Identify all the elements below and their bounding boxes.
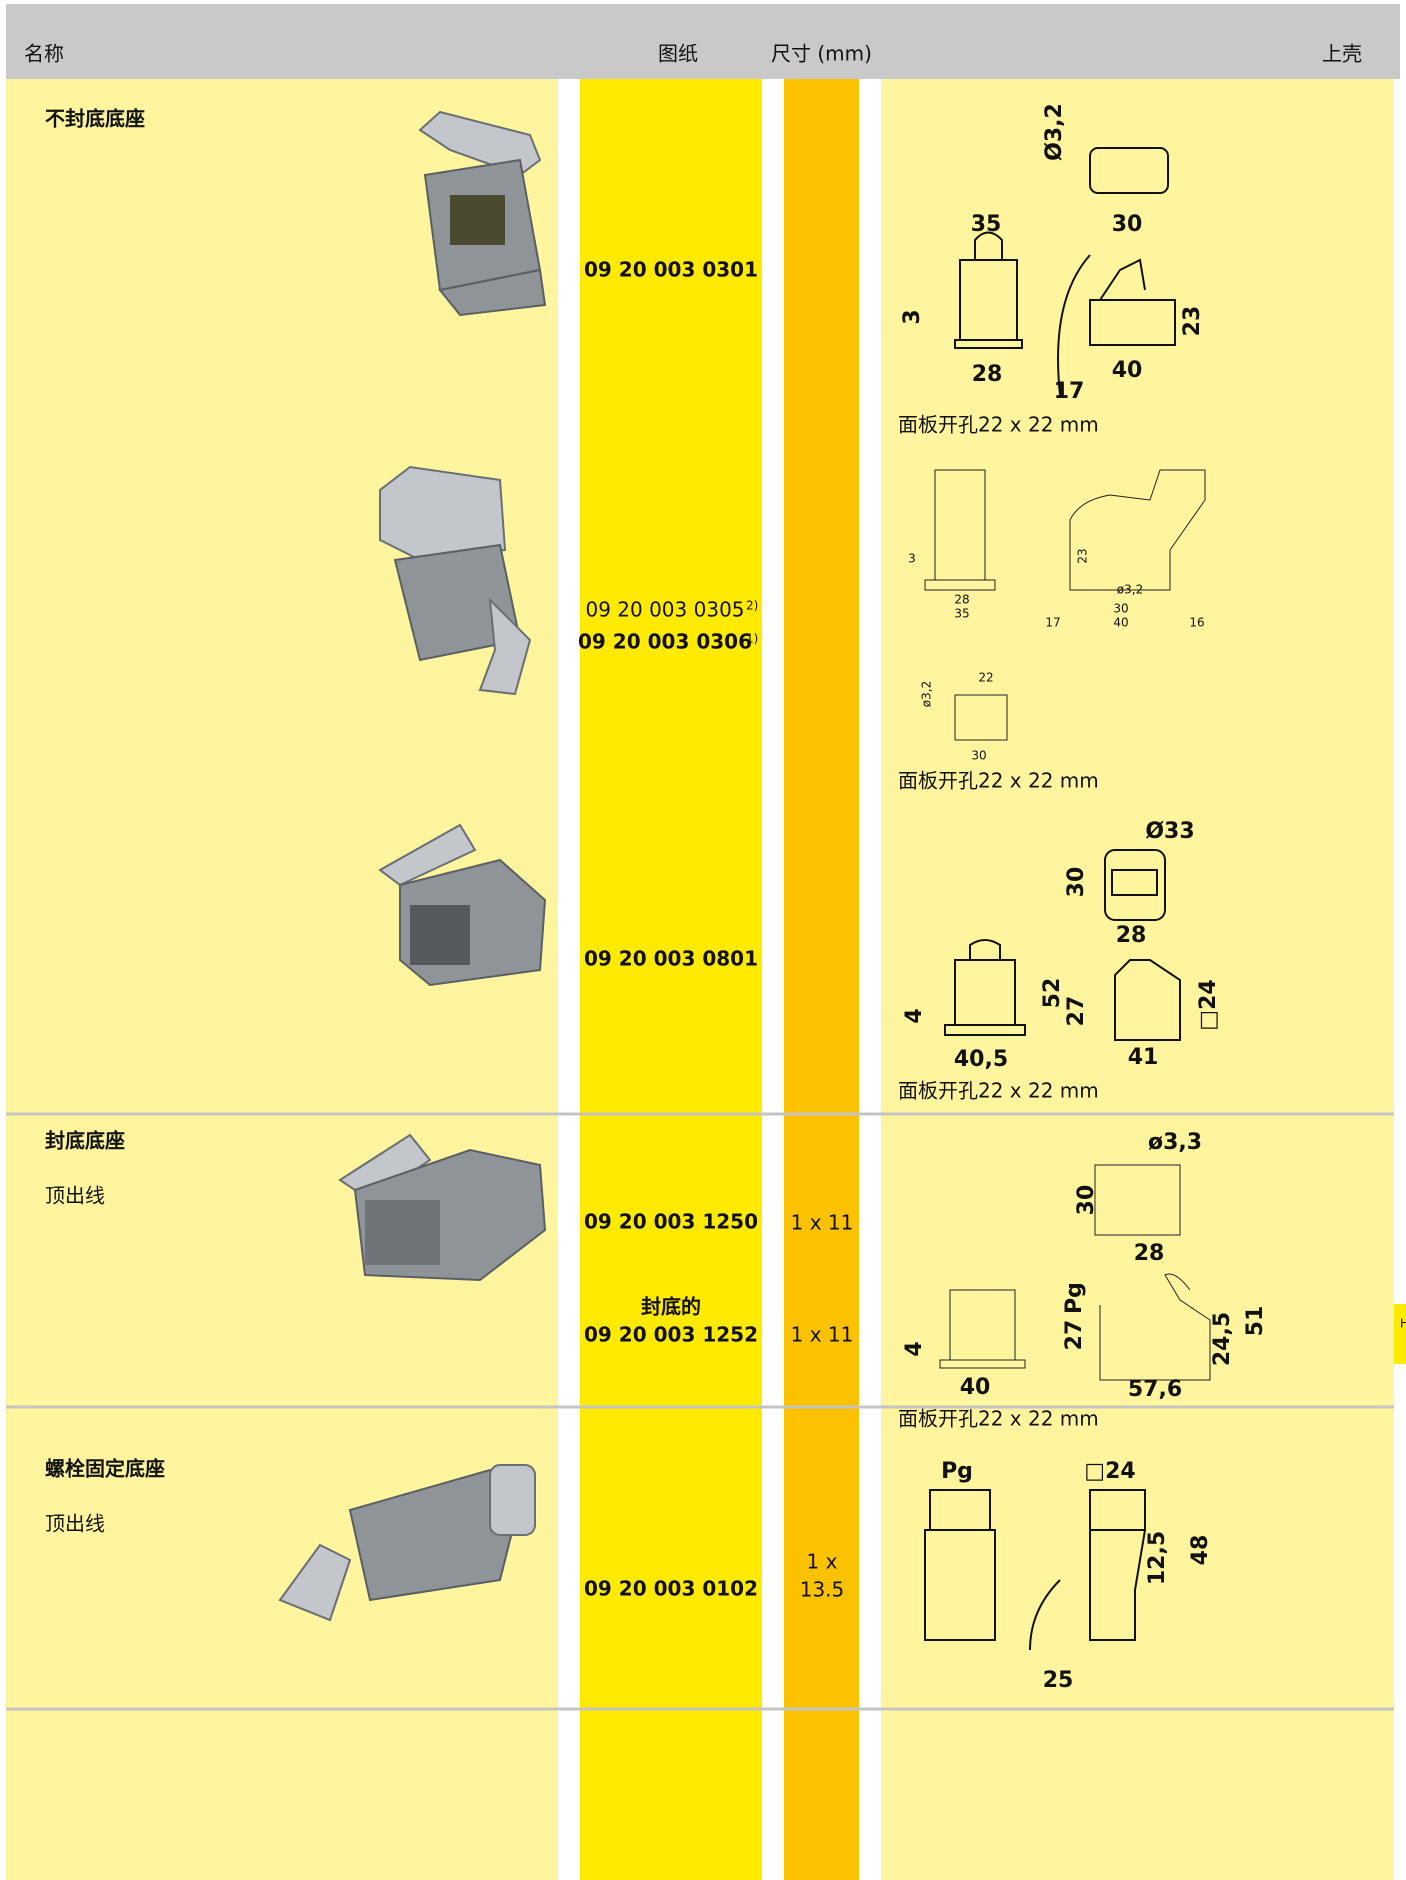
dimension-label: 4 [902,1341,927,1356]
header-band [6,4,1400,79]
product-photo [418,110,547,317]
cable-size: 1 x 11 [791,1211,854,1235]
part-number: 09 20 003 1252 [584,1323,758,1347]
dimension-label: 28 [954,593,969,607]
section-title: 不封底底座 [45,107,145,131]
dimension-label: 12,5 [1145,1531,1170,1585]
dimension-label: 35 [954,607,969,621]
dimension-label: 30 [1074,1185,1099,1216]
dimension-label: 30 [1064,867,1089,898]
dimension-label: 3 [900,309,925,324]
housing-column [881,79,1394,1880]
dimension-label: 27 [1062,1320,1087,1351]
cutout-note: 面板开孔22 x 22 mm [898,769,1099,793]
dimension-label: 35 [971,212,1002,237]
dimension-label: 40 [1112,358,1143,383]
dimension-drawing [944,849,1181,1041]
dimension-label: 24,5 [1210,1312,1235,1366]
header-name: 名称 [24,42,64,66]
dimension-label: 28 [1134,1241,1165,1266]
dimension-drawing [939,1164,1211,1381]
section-title: 封底底座 [45,1129,125,1153]
section-title: 螺栓固定底座 [45,1457,165,1481]
side-tab [1394,1304,1406,1364]
cable-size: 1 x 11 [791,1323,854,1347]
dimension-label: 16 [1189,616,1204,630]
dimension-label: □24 [1196,979,1221,1030]
dimension-label: 30 [1113,602,1128,616]
dimension-label: 28 [1116,923,1147,948]
part-caption: 封底的 [641,1295,701,1319]
dimension-label: 40,5 [954,1047,1008,1072]
dimension-label: 52 [1040,978,1065,1009]
dimension-label: Pg [1062,1282,1087,1314]
dimension-drawing [954,147,1176,396]
dimension-label: 17 [1045,616,1060,630]
drawing-column [580,79,762,1880]
cable-size: 13.5 [800,1578,845,1602]
part-number: 09 20 003 0801 [584,947,758,971]
dimension-label: 17 [1054,379,1085,404]
dimension-label: 4 [902,1008,927,1023]
size-column [784,79,859,1880]
dimension-label: 40 [960,1375,991,1400]
dimension-label: ø3,2 [1117,583,1143,597]
cable-size: 1 x [807,1550,838,1574]
footnote-mark: 2) [746,599,758,613]
dimension-label: 23 [1076,548,1090,563]
part-number: 09 20 003 1250 [584,1210,758,1234]
side-tab-label: H [1400,1317,1406,1331]
cutout-note: 面板开孔22 x 22 mm [898,1079,1099,1103]
dimension-label: ø3,3 [1148,1130,1202,1155]
dimension-label: 22 [978,671,993,685]
dimension-label: 57,6 [1128,1377,1182,1402]
dimension-drawing [924,1489,1147,1651]
product-photo [338,1133,547,1282]
dimension-label: 3 [908,552,916,566]
part-number: 09 20 003 0301 [584,258,758,282]
dimension-label: 48 [1188,1535,1213,1566]
dimension-label: 28 [972,362,1003,387]
row-separators [6,1112,1394,1711]
dimension-label: 25 [1043,1668,1074,1693]
dimension-label: 30 [1112,212,1143,237]
part-number: 09 20 003 0305 [585,598,744,622]
dimension-label: □24 [1084,1459,1135,1484]
dimension-label: 41 [1128,1045,1159,1070]
dimension-label: 27 [1064,996,1089,1027]
header-size: 尺寸 (mm) [771,42,872,66]
part-number: 09 20 003 0102 [584,1577,758,1601]
product-photo [378,823,547,987]
dimension-label: Ø3,2 [1042,103,1067,161]
dimension-label: Pg [941,1459,973,1484]
dimension-label: ø3,2 [920,681,934,707]
header-housing: 上壳 [1322,42,1362,66]
dimension-label: 30 [971,749,986,763]
product-photo [278,1464,536,1622]
dimension-label: 23 [1180,306,1205,337]
dimension-label: 40 [1113,616,1128,630]
part-number: 09 20 003 0306 [578,630,752,654]
dimension-drawing [924,469,1206,741]
footnote-mark: 1) [746,632,758,646]
cutout-note: 面板开孔22 x 22 mm [898,413,1099,437]
section-subtitle: 顶出线 [45,1184,105,1208]
cutout-note: 面板开孔22 x 22 mm [898,1407,1099,1431]
header-drawing: 图纸 [658,42,698,66]
section-subtitle: 顶出线 [45,1512,105,1536]
product-photo [379,465,532,696]
dimension-label: Ø33 [1145,819,1194,844]
dimension-label: 51 [1243,1306,1268,1337]
